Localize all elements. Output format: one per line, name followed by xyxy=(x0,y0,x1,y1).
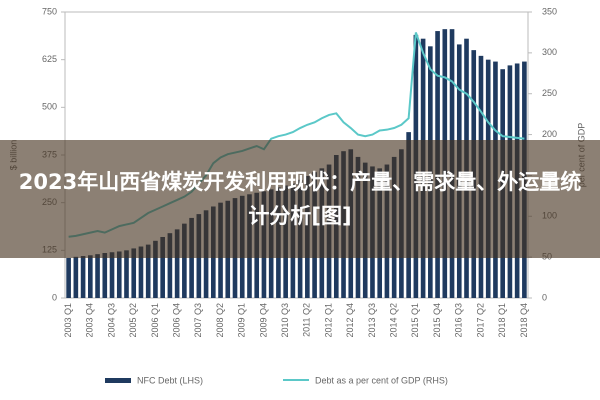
legend-label: Debt as a per cent of GDP (RHS) xyxy=(315,375,448,385)
bar xyxy=(138,246,144,298)
x-tick-label: 2008 Q2 xyxy=(215,303,225,338)
x-tick-label: 2017 Q2 xyxy=(475,303,485,338)
bar xyxy=(80,256,86,298)
bar xyxy=(95,254,100,298)
legend-swatch xyxy=(105,378,131,383)
bar xyxy=(73,256,79,298)
bar xyxy=(102,253,108,298)
bar xyxy=(109,252,115,298)
x-tick-label: 2011 Q2 xyxy=(302,303,312,337)
y2-tick-label: 350 xyxy=(542,6,557,16)
x-tick-label: 2012 Q1 xyxy=(323,303,333,338)
bar xyxy=(145,244,151,298)
x-tick-label: 2003 Q1 xyxy=(63,303,73,338)
x-tick-label: 2012 Q4 xyxy=(345,303,355,338)
y2-tick-label: 200 xyxy=(542,129,557,139)
legend-label: NFC Debt (LHS) xyxy=(137,375,203,385)
x-tick-label: 2016 Q3 xyxy=(454,303,464,338)
y-tick-label: 0 xyxy=(52,292,57,302)
bar xyxy=(153,240,158,298)
x-tick-label: 2009 Q1 xyxy=(237,303,247,338)
y2-tick-label: 300 xyxy=(542,47,557,57)
banner: 2023年山西省煤炭开发利用现状：产量、需求量、外运量统计分析[图] xyxy=(0,140,600,258)
y2-tick-label: 250 xyxy=(542,88,557,98)
x-tick-label: 2015 Q1 xyxy=(410,303,420,338)
banner-title: 2023年山西省煤炭开发利用现状：产量、需求量、外运量统计分析[图] xyxy=(18,170,582,228)
y2-tick-label: 0 xyxy=(542,292,547,302)
bar xyxy=(167,233,173,298)
x-tick-label: 2006 Q4 xyxy=(172,303,182,338)
x-tick-label: 2005 Q2 xyxy=(128,303,138,338)
x-tick-label: 2009 Q4 xyxy=(258,303,268,338)
bar xyxy=(88,255,93,298)
bar xyxy=(174,229,180,298)
bar xyxy=(182,223,187,298)
bar xyxy=(124,250,129,298)
bar xyxy=(131,248,137,298)
y-tick-label: 500 xyxy=(42,102,57,112)
x-tick-label: 2007 Q3 xyxy=(193,303,203,338)
x-tick-label: 2018 Q4 xyxy=(519,303,529,338)
x-tick-label: 2003 Q4 xyxy=(85,303,95,338)
y-tick-label: 750 xyxy=(42,6,57,16)
x-tick-label: 2014 Q2 xyxy=(389,303,399,338)
bar xyxy=(116,251,122,298)
y-tick-label: 625 xyxy=(42,54,57,64)
bar xyxy=(66,257,71,298)
x-tick-label: 2018 Q1 xyxy=(497,303,507,338)
bar xyxy=(160,236,165,298)
x-tick-label: 2006 Q1 xyxy=(150,303,160,338)
x-tick-label: 2013 Q3 xyxy=(367,303,377,338)
x-tick-label: 2010 Q3 xyxy=(280,303,290,338)
x-tick-label: 2004 Q3 xyxy=(106,303,116,338)
x-tick-label: 2015 Q4 xyxy=(432,303,442,338)
